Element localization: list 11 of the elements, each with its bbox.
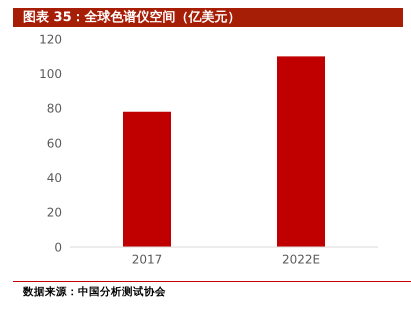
y-tick-label: 40	[46, 170, 62, 185]
x-tick-label: 2022E	[282, 252, 320, 267]
y-tick-label: 0	[54, 240, 62, 254]
y-tick-label: 100	[39, 66, 62, 81]
x-tick-label: 2017	[132, 252, 162, 267]
source-note: 数据来源：中国分析测试协会	[23, 285, 167, 299]
chart-title: 图表 35：全球色谱仪空间（亿美元）	[13, 8, 403, 27]
y-tick-label: 120	[39, 32, 62, 46]
y-tick-label: 20	[46, 206, 62, 220]
y-tick-label: 80	[46, 102, 62, 116]
y-tick-label: 60	[46, 136, 62, 150]
